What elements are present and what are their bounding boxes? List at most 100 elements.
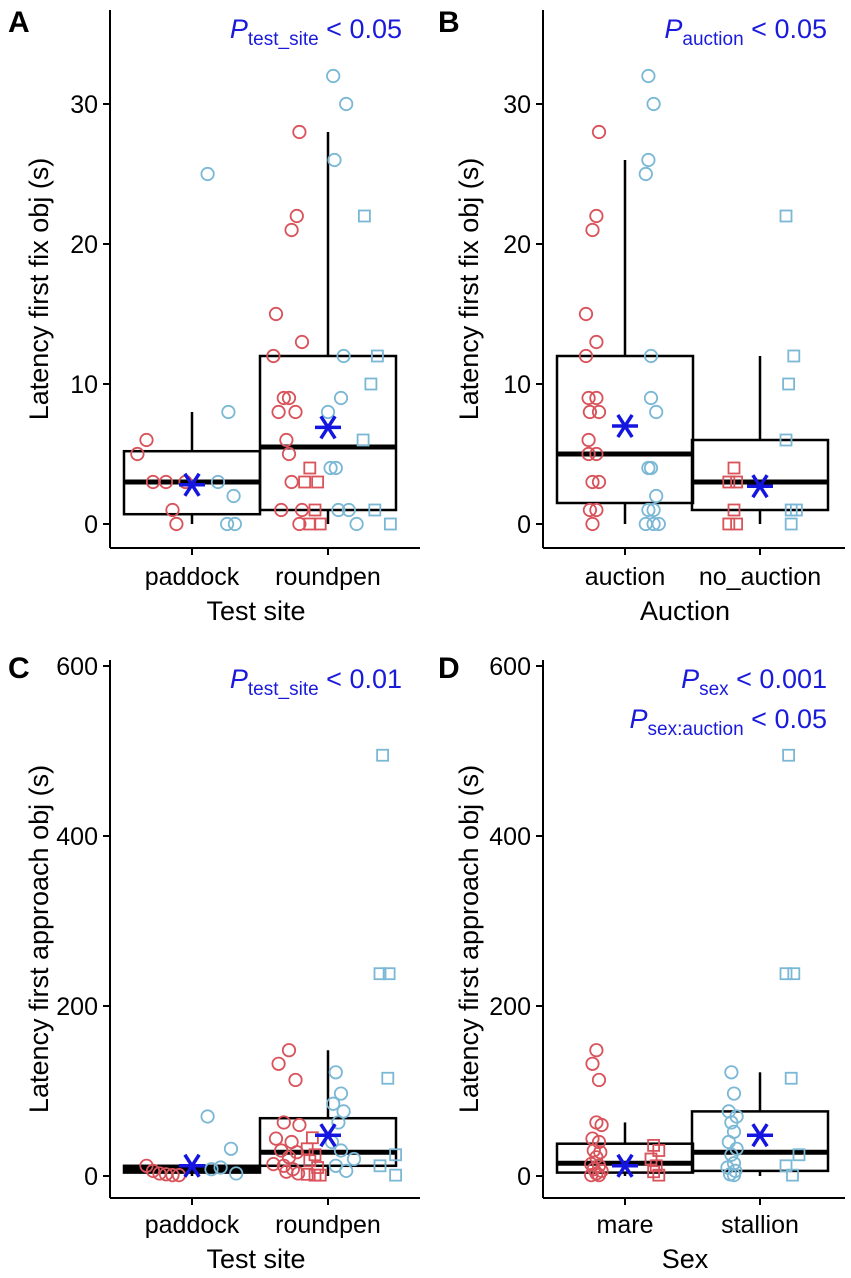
x-tick-label: auction <box>585 563 666 591</box>
y-axis-title: Latency first approach obj (s) <box>24 765 54 1113</box>
x-tick-label: no_auction <box>699 563 821 591</box>
data-point-square <box>722 517 736 531</box>
data-point-circle <box>336 348 351 364</box>
data-point-circle <box>320 404 336 420</box>
data-point-circle <box>323 460 338 476</box>
data-point-square <box>782 748 795 762</box>
data-point-circle <box>649 488 664 504</box>
data-point-circle <box>145 1163 161 1179</box>
data-point-square <box>381 1071 395 1085</box>
data-point-square <box>300 1167 314 1181</box>
data-point-circle <box>210 474 226 490</box>
data-point-circle <box>591 474 607 490</box>
panel-letter: D <box>438 652 460 685</box>
data-point-circle <box>339 1163 354 1179</box>
p-value-annotation: Ptest_site < 0.01 <box>230 664 402 700</box>
x-tick-label: paddock <box>145 1211 240 1239</box>
mean-star-stroke <box>616 413 634 439</box>
data-point-circle <box>333 1086 349 1101</box>
data-point-circle <box>585 474 600 490</box>
data-point-circle <box>578 348 594 364</box>
x-axis-title: Test site <box>206 596 305 626</box>
data-point-circle <box>591 1072 607 1088</box>
iqr-box <box>690 438 830 512</box>
data-point-circle <box>268 306 284 322</box>
y-tick-label: 20 <box>70 231 98 259</box>
data-point-circle <box>589 208 604 224</box>
data-point-circle <box>165 502 180 518</box>
iqr-box <box>258 1116 398 1168</box>
mean-marker <box>315 1123 341 1148</box>
data-point-circle <box>638 166 653 182</box>
p-value-annotation: Psex < 0.001 <box>681 664 827 700</box>
data-point-circle <box>200 1109 215 1124</box>
data-point-circle <box>585 222 600 238</box>
mean-marker <box>179 472 205 497</box>
data-point-circle <box>204 1162 219 1177</box>
data-point-circle <box>582 404 598 420</box>
data-point-square <box>303 461 317 475</box>
data-point-circle <box>581 390 596 406</box>
y-axis-title: Latency first approach obj (s) <box>454 765 484 1113</box>
data-point-circle <box>271 1056 286 1071</box>
data-point-square <box>376 748 390 762</box>
data-point-square <box>784 517 798 531</box>
data-point-square <box>727 461 741 475</box>
data-point-circle <box>591 1168 607 1183</box>
data-point-square <box>779 1159 793 1173</box>
data-point-square <box>364 377 378 391</box>
data-point-circle <box>589 390 604 406</box>
data-point-circle <box>227 516 242 532</box>
data-point-circle <box>281 390 297 406</box>
data-point-circle <box>220 516 235 532</box>
y-tick-label: 600 <box>56 653 98 681</box>
data-point-circle <box>268 1131 284 1146</box>
boxplot-paddock <box>122 412 262 524</box>
data-point-square <box>303 1154 317 1168</box>
data-point-circle <box>333 1143 349 1158</box>
data-point-circle <box>336 1104 351 1119</box>
data-point-square <box>787 967 801 981</box>
data-point-square <box>389 1168 403 1182</box>
data-point-circle <box>589 502 604 518</box>
data-point-circle <box>326 1096 341 1111</box>
x-tick-label: roundpen <box>275 1211 381 1239</box>
data-point-circle <box>289 208 304 224</box>
mean-marker <box>179 1153 205 1178</box>
data-point-circle <box>339 96 354 112</box>
panel-d: D 0 200 400 600 mare stallion Sex Latency first … <box>438 652 845 1274</box>
y-tick-label: 200 <box>56 993 98 1021</box>
data-point-circle <box>331 502 346 518</box>
data-point-circle <box>200 166 215 182</box>
panel-a: A 0 10 20 30 paddock roundpen Test site Latency … <box>8 6 420 626</box>
data-point-square <box>311 475 325 489</box>
data-point-square <box>389 1148 403 1162</box>
data-point-circle <box>213 1160 228 1175</box>
data-point-circle <box>326 68 341 84</box>
y-tick-label: 0 <box>84 511 98 539</box>
mean-star-stroke <box>616 1153 634 1178</box>
data-point-square <box>779 433 793 447</box>
y-axis-title: Latency first fix obj (s) <box>454 158 484 421</box>
x-tick-label: roundpen <box>275 563 381 591</box>
data-point-square <box>786 1168 799 1182</box>
y-tick-label: 0 <box>84 1163 98 1191</box>
x-tick-label: stallion <box>721 1211 799 1239</box>
data-point-square <box>790 503 803 517</box>
data-point-circle <box>643 460 659 476</box>
data-point-square <box>792 1148 806 1162</box>
y-tick-label: 0 <box>517 1163 531 1191</box>
data-point-circle <box>294 334 310 350</box>
data-point-circle <box>271 404 286 420</box>
data-point-circle <box>724 1065 739 1080</box>
data-point-circle <box>328 460 343 476</box>
y-tick-label: 20 <box>503 231 531 259</box>
data-point-circle <box>649 404 664 420</box>
data-point-circle <box>721 1134 736 1150</box>
iqr-box <box>690 1110 830 1173</box>
data-point-circle <box>294 502 310 518</box>
mean-star-stroke <box>751 474 769 499</box>
data-point-square <box>357 209 371 223</box>
data-point-circle <box>169 516 184 532</box>
data-point-square <box>383 517 397 531</box>
